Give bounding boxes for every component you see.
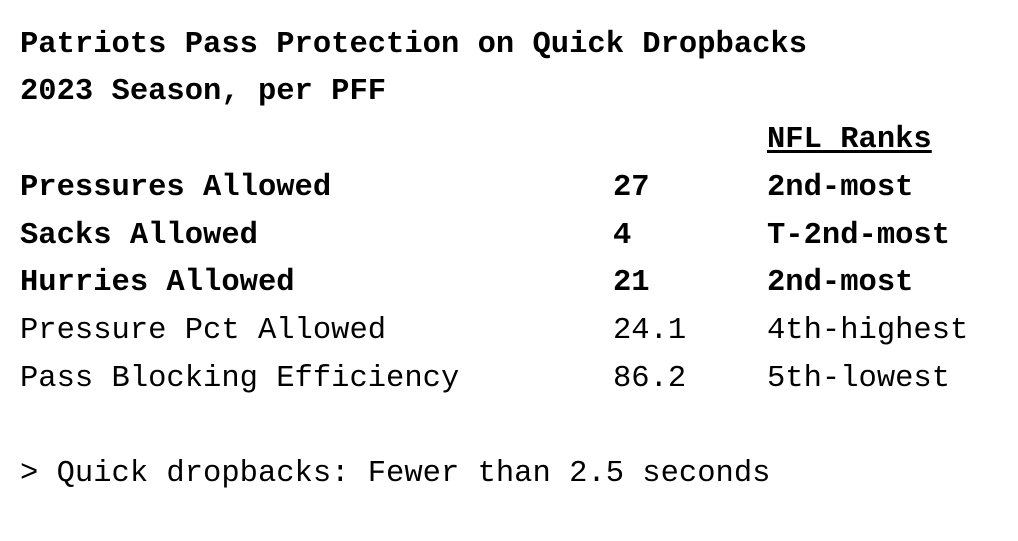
page-title-line-1: Patriots Pass Protection on Quick Dropba… bbox=[20, 28, 808, 62]
metric-label: Hurries Allowed bbox=[20, 266, 295, 300]
metric-value: 86.2 bbox=[613, 362, 687, 396]
metric-label: Sacks Allowed bbox=[20, 219, 258, 253]
table-row: Pass Blocking Efficiency 86.2 5th-lowest bbox=[0, 361, 1018, 409]
nfl-ranks-header: NFL Ranks bbox=[767, 123, 932, 157]
metric-rank: 4th-highest bbox=[767, 314, 969, 348]
footnote: > Quick dropbacks: Fewer than 2.5 second… bbox=[20, 457, 771, 491]
metric-rank: T-2nd-most bbox=[767, 219, 951, 253]
metric-label: Pass Blocking Efficiency bbox=[20, 362, 460, 396]
table-row: Pressure Pct Allowed 24.1 4th-highest bbox=[0, 313, 1018, 361]
metric-value: 24.1 bbox=[613, 314, 687, 348]
metric-value: 27 bbox=[613, 171, 650, 205]
metric-rank: 2nd-most bbox=[767, 171, 914, 205]
metric-rank: 2nd-most bbox=[767, 266, 914, 300]
metric-value: 4 bbox=[613, 219, 632, 253]
table-row: Hurries Allowed 21 2nd-most bbox=[0, 265, 1018, 313]
page-title-line-2: 2023 Season, per PFF bbox=[20, 75, 387, 109]
metric-value: 21 bbox=[613, 266, 650, 300]
metric-label: Pressure Pct Allowed bbox=[20, 314, 387, 348]
table-row: Pressures Allowed 27 2nd-most bbox=[0, 170, 1018, 218]
metric-rank: 5th-lowest bbox=[767, 362, 951, 396]
metric-label: Pressures Allowed bbox=[20, 171, 332, 205]
table-row: Sacks Allowed 4 T-2nd-most bbox=[0, 218, 1018, 266]
